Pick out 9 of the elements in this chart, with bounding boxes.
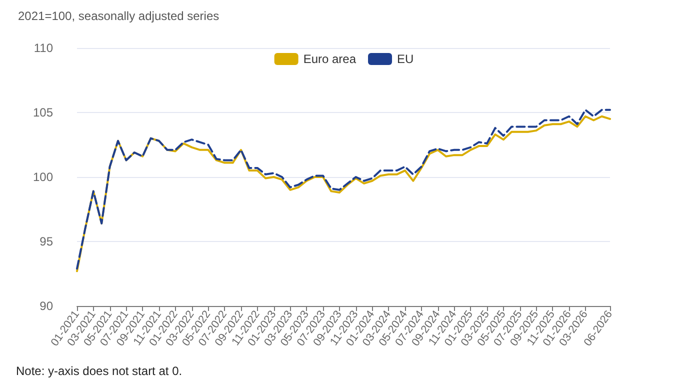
legend-label: EU [397,52,414,66]
y-tick-label: 95 [40,234,54,248]
legend-label: Euro area [303,52,356,66]
chart-title: 2021=100, seasonally adjusted series [18,9,220,23]
text: Note: y-axis does not start at 0. [16,364,182,378]
y-tick-label: 100 [32,170,54,184]
y-tick-label: 110 [34,41,54,55]
y-tick-label: 105 [32,106,54,120]
y-tick-label: 90 [40,299,54,313]
